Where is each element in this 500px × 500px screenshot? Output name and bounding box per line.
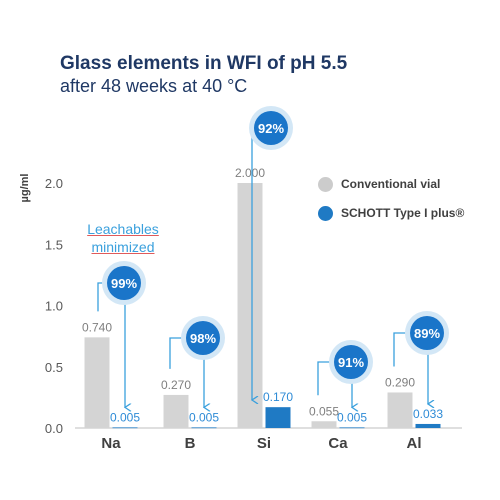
x-tick-label: Ca <box>328 435 348 452</box>
data-label-schott: 0.005 <box>110 410 140 424</box>
chart-axes: 0.0 0.5 1.0 1.5 2.0 µg/ml Na B Si Ca Al <box>19 174 462 452</box>
reduction-badge <box>334 345 368 379</box>
chart-title: Glass elements in WFI of pH 5.5 <box>60 53 348 74</box>
chart-subtitle: after 48 weeks at 40 °C <box>60 76 248 96</box>
reduction-badge <box>410 316 444 350</box>
legend-item-conventional: Conventional vial <box>318 174 440 194</box>
data-label-schott: 0.005 <box>337 410 367 424</box>
bar-conventional <box>84 337 110 428</box>
chart-annotations: 99% 98% 92% 91% 89% <box>97 106 449 407</box>
legend-label-schott: SCHOTT Type I plus® <box>341 206 465 220</box>
reduction-connector-left <box>393 332 407 367</box>
legend-swatch-schott <box>318 205 333 221</box>
reduction-badge <box>186 321 220 355</box>
bar-conventional <box>163 394 189 428</box>
reduction-badge-label: 91% <box>338 355 364 370</box>
x-tick-label: Si <box>257 435 271 452</box>
bar-schott <box>339 427 365 429</box>
y-tick-label: 1.5 <box>45 237 63 252</box>
leachables-note-line-2: minimized <box>91 239 155 255</box>
bar-schott <box>112 427 138 429</box>
data-label-conventional: 2.000 <box>235 166 265 180</box>
reduction-connector-left <box>169 337 183 369</box>
leachables-note: Leachables minimized <box>78 220 168 256</box>
y-tick-label: 0.0 <box>45 421 63 436</box>
bar-conventional <box>387 392 413 428</box>
data-label-conventional: 0.055 <box>309 404 339 418</box>
reduction-badge-label: 99% <box>111 276 137 291</box>
reduction-badge <box>254 111 288 145</box>
x-tick-label: B <box>185 435 196 452</box>
data-label-conventional: 0.290 <box>385 375 415 389</box>
reduction-badge <box>107 266 141 300</box>
data-label-conventional: 0.270 <box>161 378 191 392</box>
y-tick-label: 0.5 <box>45 360 63 375</box>
data-label-conventional: 0.740 <box>82 320 112 334</box>
y-axis-label: µg/ml <box>19 174 31 203</box>
chart-bars: 0.7400.0050.2700.0052.0000.1700.0550.005… <box>82 166 443 429</box>
data-label-schott: 0.005 <box>189 410 219 424</box>
x-tick-label: Na <box>101 435 121 452</box>
y-tick-label: 2.0 <box>45 176 63 191</box>
reduction-badge-label: 98% <box>190 331 216 346</box>
bar-schott <box>415 423 441 428</box>
y-tick-label: 1.0 <box>45 299 63 314</box>
reduction-connector-left <box>317 361 331 396</box>
bar-conventional <box>237 183 263 428</box>
bar-schott <box>191 427 217 429</box>
data-label-schott: 0.033 <box>413 407 443 421</box>
x-tick-label: Al <box>407 435 422 452</box>
reduction-badge-label: 92% <box>258 121 284 136</box>
data-label-schott: 0.170 <box>263 390 293 404</box>
leachables-note-line-1: Leachables <box>87 221 159 237</box>
legend-label-conventional: Conventional vial <box>341 177 441 191</box>
bar-schott <box>265 407 291 428</box>
legend-swatch-conventional <box>318 176 333 192</box>
reduction-badge-label: 89% <box>414 326 440 341</box>
legend-item-schott: SCHOTT Type I plus® <box>318 203 464 223</box>
bar-conventional <box>311 421 337 428</box>
